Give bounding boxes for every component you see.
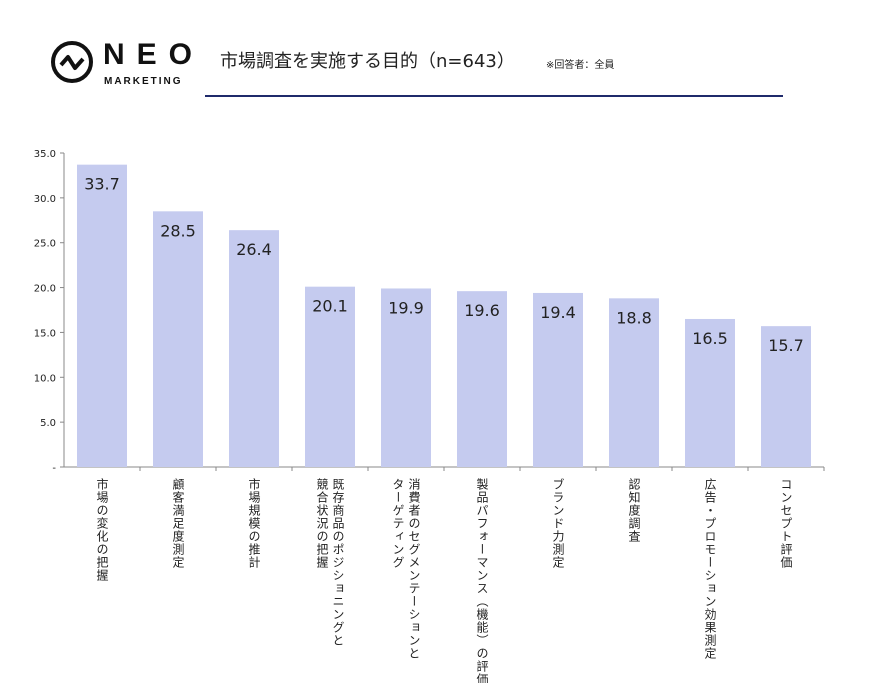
x-tick-label: 消費者のセグメンテーションと ターゲティング: [391, 478, 421, 660]
bar: [153, 211, 203, 467]
y-tick-label: 35.0: [34, 149, 56, 160]
logo-subtext: MARKETING: [104, 76, 183, 87]
y-tick-label: 30.0: [34, 194, 56, 205]
bar: [77, 164, 127, 468]
x-tick-label: ブランド力測定: [551, 478, 565, 569]
bar: [457, 291, 507, 467]
logo-text: NEO: [103, 38, 205, 71]
data-label: 18.8: [616, 308, 652, 327]
y-tick-label: 20.0: [34, 284, 56, 295]
bar: [229, 230, 279, 467]
bar: [761, 326, 811, 467]
bar: [533, 292, 583, 467]
data-label: 26.4: [236, 240, 272, 259]
x-tick-label: 市場の変化の把握: [95, 478, 109, 582]
bar: [381, 288, 431, 467]
x-tick-label: コンセプト評価: [779, 478, 793, 569]
data-label: 19.6: [464, 301, 500, 320]
chart-title: 市場調査を実施する目的（n=643）: [220, 51, 515, 72]
bar: [305, 286, 355, 467]
neo-logo-icon: [51, 41, 93, 83]
data-label: 15.7: [768, 336, 804, 355]
data-label: 33.7: [84, 175, 120, 194]
respondent-note: ※回答者：全員: [546, 60, 615, 71]
x-tick-label: 製品パフォーマンス（機能）の評価: [475, 478, 489, 683]
y-tick-label: 25.0: [34, 239, 56, 250]
x-tick-label: 顧客満足度測定: [171, 478, 185, 569]
x-tick-label: 広告・プロモーション効果測定: [703, 478, 717, 660]
y-tick-label: -: [52, 463, 56, 474]
title-underline: [205, 95, 783, 97]
y-tick-label: 5.0: [40, 418, 56, 429]
x-tick-label: 認知度調査: [627, 478, 641, 543]
data-label: 28.5: [160, 221, 196, 240]
bar: [609, 298, 659, 467]
data-label: 20.1: [312, 297, 348, 316]
data-label: 19.4: [540, 303, 576, 322]
bar: [685, 318, 735, 467]
y-tick-label: 10.0: [34, 373, 56, 384]
y-tick-label: 15.0: [34, 328, 56, 339]
x-tick-label: 市場規模の推計: [247, 478, 261, 569]
data-label: 19.9: [388, 298, 424, 317]
data-label: 16.5: [692, 329, 728, 348]
x-tick-label: 既存商品のポジショニングと 競合状況の把握: [315, 478, 345, 647]
